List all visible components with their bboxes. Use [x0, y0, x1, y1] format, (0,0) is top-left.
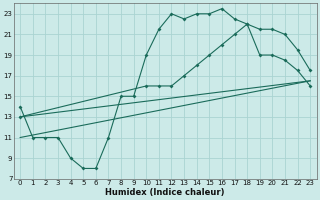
X-axis label: Humidex (Indice chaleur): Humidex (Indice chaleur): [106, 188, 225, 197]
